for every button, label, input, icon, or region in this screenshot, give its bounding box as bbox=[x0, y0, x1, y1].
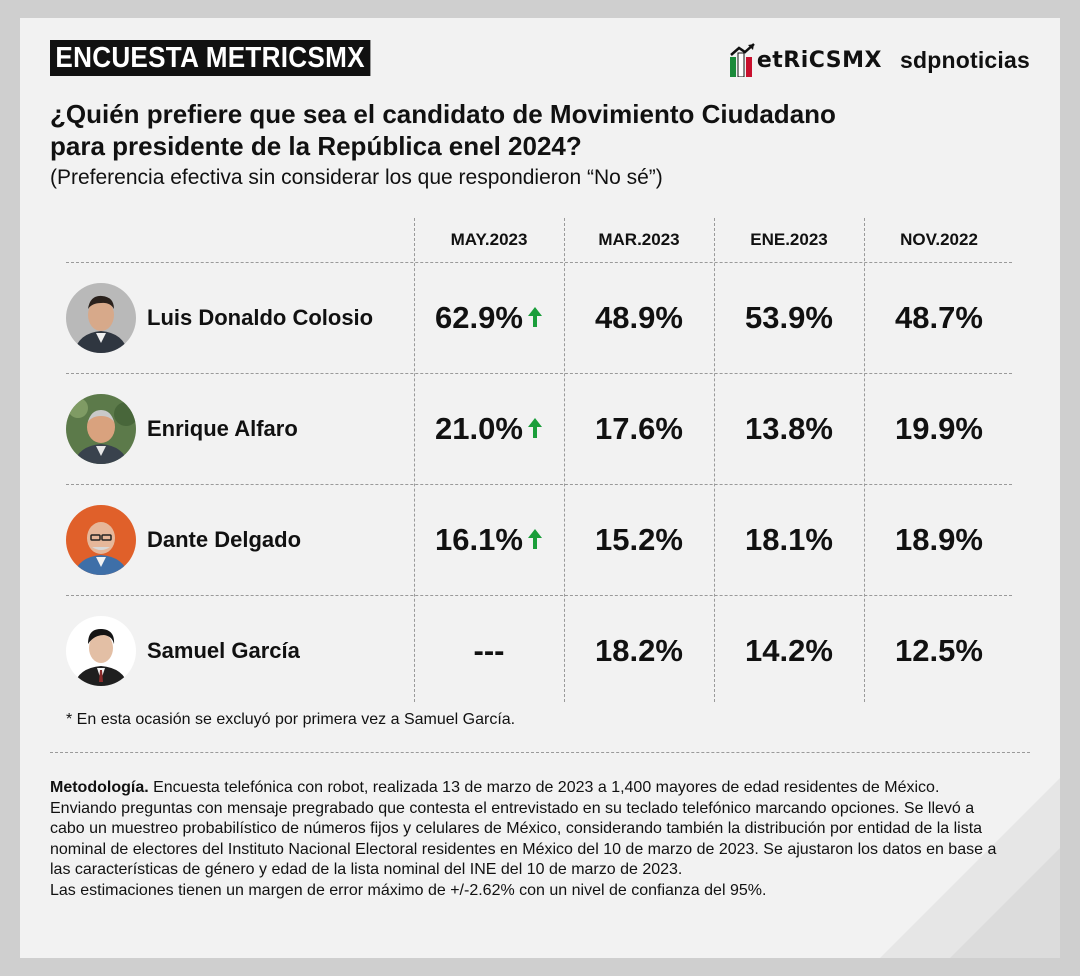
column-header: ENE.2023 bbox=[750, 230, 828, 249]
value-cell: 12.5% bbox=[895, 633, 983, 668]
candidate-name: Enrique Alfaro bbox=[147, 416, 298, 441]
footnote: * En esta ocasión se excluyó por primera… bbox=[66, 711, 516, 728]
person-photo-icon bbox=[66, 505, 136, 575]
methodology-paragraph: Metodología. Encuesta telefónica con rob… bbox=[50, 778, 1010, 881]
logos: etRiCSMX sdpnoticias bbox=[729, 42, 1030, 78]
value-text: 21.0% bbox=[435, 411, 523, 446]
value-cell: 18.9% bbox=[895, 522, 983, 557]
background-decoration bbox=[880, 778, 1060, 958]
column-divider bbox=[564, 218, 565, 702]
avatar bbox=[66, 283, 136, 353]
table-header: MAY.2023 MAR.2023 ENE.2023 NOV.2022 bbox=[66, 218, 1012, 262]
survey-card: ENCUESTA METRICSMX etRiCSMX sdpnoticias … bbox=[20, 18, 1060, 958]
table-row: Dante Delgado 16.1% 15.2% 18.1% 18.9% bbox=[66, 484, 1012, 595]
person-photo-icon bbox=[66, 616, 136, 686]
value-cell: 13.8% bbox=[745, 411, 833, 446]
arrow-up-icon bbox=[527, 306, 542, 327]
candidate-name: Luis Donaldo Colosio bbox=[147, 305, 374, 330]
margin-of-error: Las estimaciones tienen un margen de err… bbox=[50, 881, 767, 899]
avatar bbox=[66, 394, 136, 464]
arrow-up-icon bbox=[527, 417, 542, 438]
value-cell: 48.9% bbox=[595, 300, 683, 335]
column-header: NOV.2022 bbox=[900, 230, 978, 249]
divider bbox=[50, 752, 1030, 753]
column-divider bbox=[414, 218, 415, 702]
value-cell: --- bbox=[473, 633, 505, 668]
methodology-text: Encuesta telefónica con robot, realizada… bbox=[50, 779, 997, 878]
value-cell: 62.9% bbox=[414, 263, 564, 373]
value-cell: 18.2% bbox=[595, 633, 683, 668]
subtitle: (Preferencia efectiva sin considerar los… bbox=[50, 166, 663, 189]
avatar bbox=[66, 616, 136, 686]
survey-badge: ENCUESTA METRICSMX bbox=[50, 40, 371, 76]
value-cell: 17.6% bbox=[595, 411, 683, 446]
value-text: 16.1% bbox=[435, 522, 523, 557]
value-cell: 53.9% bbox=[745, 300, 833, 335]
column-divider bbox=[714, 218, 715, 702]
value-cell: 15.2% bbox=[595, 522, 683, 557]
value-cell: 48.7% bbox=[895, 300, 983, 335]
candidate-name: Samuel García bbox=[147, 638, 300, 663]
value-cell: 19.9% bbox=[895, 411, 983, 446]
candidate-name: Dante Delgado bbox=[147, 527, 302, 552]
page-title: ¿Quién prefiere que sea el candidato de … bbox=[50, 98, 950, 162]
sdpnoticias-logo: sdpnoticias bbox=[899, 46, 1030, 73]
title-line-2: para presidente de la República enel 202… bbox=[50, 131, 582, 161]
table-row: Samuel García --- 18.2% 14.2% 12.5% bbox=[66, 595, 1012, 706]
value-cell: 21.0% bbox=[414, 374, 564, 484]
table-row: Luis Donaldo Colosio 62.9% 48.9% 53.9% 4… bbox=[66, 262, 1012, 373]
results-table: MAY.2023 MAR.2023 ENE.2023 NOV.2022 Luis… bbox=[66, 218, 1012, 706]
title-line-1: ¿Quién prefiere que sea el candidato de … bbox=[50, 99, 836, 129]
person-photo-icon bbox=[66, 283, 136, 353]
person-photo-icon bbox=[66, 394, 136, 464]
table-row: Enrique Alfaro 21.0% 17.6% 13.8% 19.9% bbox=[66, 373, 1012, 484]
methodology-label: Metodología. bbox=[50, 779, 149, 796]
column-header: MAR.2023 bbox=[598, 230, 680, 249]
value-cell: 16.1% bbox=[414, 485, 564, 595]
value-cell: 14.2% bbox=[745, 633, 833, 668]
value-cell: 18.1% bbox=[745, 522, 833, 557]
value-text: 62.9% bbox=[435, 300, 523, 335]
column-divider bbox=[864, 218, 865, 702]
metricsmx-logo: etRiCSMX bbox=[729, 43, 882, 77]
arrow-up-icon bbox=[527, 528, 542, 549]
methodology: Metodología. Encuesta telefónica con rob… bbox=[50, 778, 1010, 901]
metricsmx-mark-icon bbox=[729, 43, 755, 77]
column-header: MAY.2023 bbox=[450, 230, 528, 249]
metricsmx-logo-text: etRiCSMX bbox=[756, 47, 882, 73]
avatar bbox=[66, 505, 136, 575]
